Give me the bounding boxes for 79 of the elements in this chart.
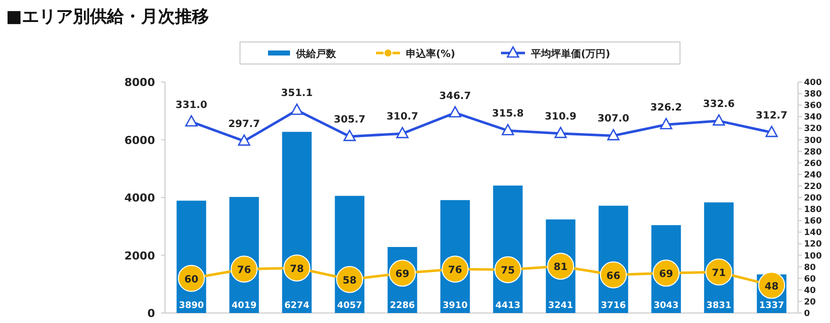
data-label: 326.2 — [650, 102, 682, 114]
chart-title: ■エリア別供給・月次推移 — [6, 7, 210, 27]
data-label: 3831 — [706, 301, 732, 311]
data-label: 3241 — [548, 301, 574, 311]
y2-tick-label: 40 — [804, 286, 816, 296]
y2-tick-label: 100 — [804, 251, 822, 262]
y2-tick-label: 160 — [804, 216, 822, 227]
y-tick-label: 8000 — [124, 76, 156, 89]
y-tick-label: 2000 — [124, 249, 156, 262]
y2-tick-label: 80 — [804, 262, 816, 273]
y-tick-label: 4000 — [124, 192, 156, 204]
point — [343, 130, 356, 142]
data-label: 307.0 — [598, 114, 630, 125]
point — [448, 106, 462, 118]
y2-tick-label: 60 — [804, 274, 816, 284]
data-label: 310.7 — [386, 112, 418, 123]
legend-label: 申込率(%) — [406, 48, 456, 60]
data-label: 4019 — [232, 301, 257, 311]
data-label: 4057 — [337, 301, 362, 311]
y2-tick-label: 20 — [804, 297, 816, 308]
data-label: 78 — [290, 264, 304, 275]
data-label: 69 — [659, 269, 674, 280]
point — [660, 118, 672, 130]
legend-label: 平均坪単価(万円) — [530, 48, 610, 60]
data-label: 6274 — [284, 301, 310, 311]
data-label: 71 — [712, 268, 726, 279]
y-tick-label: 6000 — [124, 134, 156, 147]
y2-tick-label: 180 — [804, 205, 822, 216]
data-label: 2286 — [390, 301, 415, 311]
data-label: 346.7 — [439, 90, 471, 102]
y2-tick-label: 380 — [804, 90, 822, 100]
data-label: 332.6 — [703, 98, 735, 110]
y2-tick-label: 200 — [804, 194, 822, 204]
data-label: 60 — [184, 274, 198, 286]
data-label: 351.1 — [281, 88, 313, 100]
data-label: 66 — [606, 270, 620, 282]
point — [502, 124, 514, 136]
data-label: 3043 — [654, 301, 679, 311]
point — [396, 126, 409, 138]
y2-tick-label: 120 — [804, 240, 822, 250]
data-label: 331.0 — [176, 100, 208, 111]
y2-tick-label: 360 — [804, 101, 822, 112]
data-label: 75 — [500, 266, 515, 277]
bar — [282, 132, 312, 313]
y2-tick-label: 240 — [804, 170, 822, 180]
data-label: 1337 — [759, 301, 784, 311]
data-label: 3890 — [178, 301, 204, 311]
y2-tick-label: 260 — [804, 158, 822, 169]
point — [238, 134, 250, 146]
y2-tick-label: 300 — [804, 136, 822, 146]
y2-tick-label: 280 — [804, 147, 822, 158]
y2-tick-label: 400 — [804, 78, 822, 88]
data-label: 4413 — [495, 301, 520, 311]
point — [765, 126, 778, 138]
y2-tick-label: 340 — [804, 112, 822, 123]
point — [554, 126, 567, 138]
y2-tick-label: 220 — [804, 182, 822, 192]
data-label: 69 — [395, 269, 410, 280]
y2-tick-label: 320 — [804, 124, 822, 134]
data-label: 310.9 — [544, 111, 576, 122]
data-label: 297.7 — [228, 119, 260, 130]
data-label: 312.7 — [756, 110, 788, 122]
data-label: 48 — [764, 281, 779, 292]
point — [712, 114, 726, 126]
y2-tick-label: 0 — [804, 309, 810, 319]
data-label: 315.8 — [492, 108, 524, 120]
point — [185, 115, 198, 126]
y-tick-label: 0 — [147, 307, 156, 320]
data-label: 305.7 — [334, 114, 366, 126]
data-label: 76 — [237, 265, 252, 276]
data-label: 81 — [554, 262, 568, 274]
data-label: 58 — [342, 276, 357, 287]
point — [290, 104, 304, 115]
point — [607, 129, 620, 140]
data-label: 76 — [448, 265, 462, 276]
legend-label: 供給戸数 — [295, 48, 337, 60]
y2-tick-label: 140 — [804, 228, 822, 238]
data-label: 3910 — [442, 301, 468, 311]
data-label: 3716 — [600, 301, 626, 311]
